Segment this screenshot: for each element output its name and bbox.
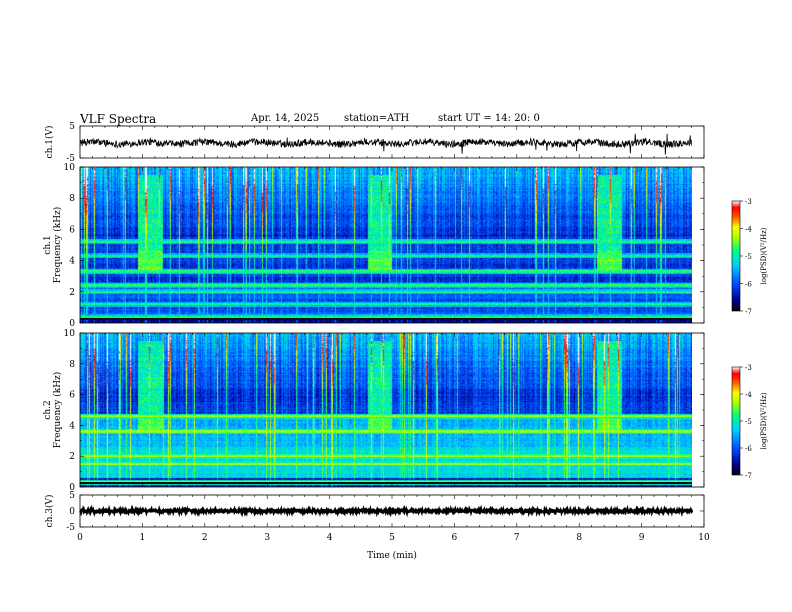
ch1-spectrogram-ylabel: Frequency (kHz): [52, 207, 63, 284]
x-tick-label: 10: [698, 533, 710, 543]
ch2-spectrogram-ylabel-channel: ch.2: [43, 400, 53, 419]
ch1-spectrogram-colorbar-tick-label: -4: [745, 226, 752, 234]
ch2-spectrogram-ytick-label: 2: [69, 452, 75, 462]
ch1-spectrogram-ytick-label: 0: [69, 319, 75, 329]
ch3-waveform-ytick-label: 5: [69, 491, 75, 501]
x-tick-label: 1: [140, 533, 146, 543]
ch1-waveform-ytick-label: -5: [66, 154, 75, 164]
x-tick-label: 7: [514, 533, 520, 543]
ch2-spectrogram-baseline: [80, 482, 692, 484]
ch2-spectrogram-ytick-label: 8: [69, 360, 75, 370]
station-label: station=ATH: [344, 113, 410, 124]
ch1-spectrogram-ytick-label: 10: [64, 163, 76, 173]
ch1-waveform-ylabel: ch.1(V): [44, 126, 55, 159]
x-axis-label: Time (min): [367, 550, 417, 561]
ch1-spectrogram-colorbar-tick-label: -7: [745, 308, 752, 316]
ch1-waveform-ytick-label: 5: [69, 122, 75, 132]
ch1-spectrogram-colorbar-label: log(PSD)(V²/Hz): [760, 227, 768, 284]
ch3-waveform-ytick-label: 0: [69, 507, 75, 517]
ch2-spectrogram-colorbar-tick-label: -7: [745, 472, 752, 480]
ch1-spectrogram-ytick-label: 4: [69, 257, 75, 267]
ch2-spectrogram-ytick-label: 6: [69, 391, 75, 401]
ch2-spectrogram-colorbar-label: log(PSD)(V²/Hz): [760, 392, 768, 449]
ch2-spectrogram-colorbar-tick-label: -5: [745, 418, 752, 426]
ch1-spectrogram-colorbar-tick-label: -5: [745, 253, 752, 261]
ch1-spectrogram-ytick-label: 6: [69, 225, 75, 235]
ch2-spectrogram-colorbar: [731, 366, 741, 476]
ch2-spectrogram-ytick-label: 10: [64, 329, 76, 339]
ch1-spectrogram-ylabel-channel: ch.1: [43, 235, 53, 254]
x-tick-label: 9: [639, 533, 645, 543]
x-tick-label: 3: [264, 533, 270, 543]
ch2-spectrogram-image: [80, 333, 692, 487]
ch1-spectrogram-colorbar: [731, 200, 741, 312]
x-tick-label: 6: [452, 533, 458, 543]
ch2-spectrogram-ylabel: Frequency (kHz): [52, 372, 63, 449]
ch1-spectrogram-ytick-label: 8: [69, 194, 75, 204]
ch1-spectrogram-image: [80, 167, 692, 323]
ch2-spectrogram-colorbar-tick-label: -4: [745, 391, 752, 399]
ch3-waveform-ytick-label: -5: [66, 523, 75, 533]
ch1-waveform-trace: [79, 133, 693, 155]
ch2-spectrogram-colorbar-tick-label: -6: [745, 445, 752, 453]
ch1-spectrogram-ytick-label: 2: [69, 288, 75, 298]
ch1-spectrogram-colorbar-tick-label: -6: [745, 281, 752, 289]
x-tick-label: 8: [576, 533, 582, 543]
ch1-spectrogram-colorbar-tick-label: -3: [745, 198, 752, 206]
x-tick-label: 5: [389, 533, 395, 543]
ch3-waveform-trace: [79, 504, 694, 518]
x-tick-label: 2: [202, 533, 208, 543]
ch1-spectrogram-baseline: [80, 318, 692, 320]
chart-title: VLF Spectra: [80, 112, 157, 126]
start-ut-label: start UT = 14: 20: 0: [438, 113, 540, 124]
date-label: Apr. 14, 2025: [251, 113, 320, 124]
ch2-spectrogram-ytick-label: 0: [69, 483, 75, 493]
ch2-spectrogram-ytick-label: 4: [69, 421, 75, 431]
x-tick-label: 4: [327, 533, 333, 543]
x-tick-label: 0: [77, 533, 83, 543]
ch2-spectrogram-colorbar-tick-label: -3: [745, 364, 752, 372]
ch3-waveform-ylabel: ch.3(V): [44, 495, 55, 528]
